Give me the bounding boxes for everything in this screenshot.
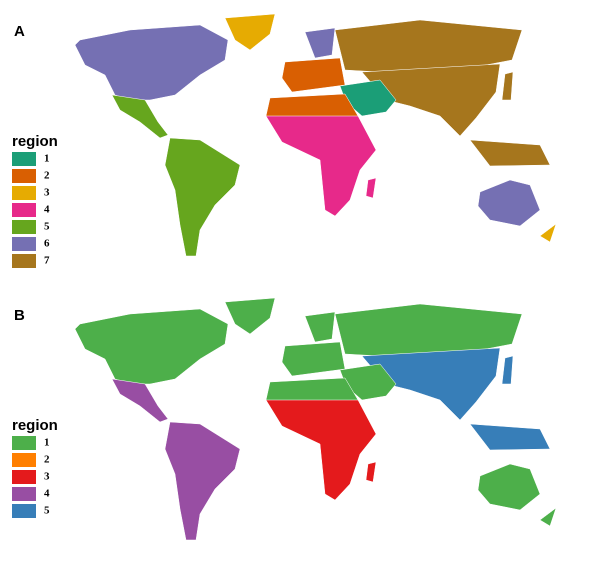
legend-swatch	[12, 152, 36, 166]
greenland	[224, 13, 276, 51]
legend-label: 2	[44, 170, 50, 182]
legend-label: 5	[44, 221, 50, 233]
scandinavia	[304, 311, 336, 343]
new-zealand	[539, 507, 557, 527]
legend-swatch	[12, 203, 36, 217]
sub-saharan-africa	[265, 115, 377, 217]
scandinavia	[304, 27, 336, 59]
madagascar	[365, 177, 377, 199]
legend-label: 3	[44, 471, 50, 483]
legend-label: 1	[44, 153, 50, 165]
legend-swatch	[12, 436, 36, 450]
legend-label: 1	[44, 437, 50, 449]
central-america	[111, 94, 169, 139]
legend-label: 2	[44, 454, 50, 466]
europe	[281, 57, 346, 93]
legend-label: 4	[44, 204, 50, 216]
madagascar	[365, 461, 377, 483]
legend-label: 6	[44, 238, 50, 250]
legend-title: region	[12, 133, 58, 150]
legend-label: 7	[44, 255, 50, 267]
legend-swatch	[12, 169, 36, 183]
se-asia-islands	[469, 423, 551, 451]
legend-swatch	[12, 470, 36, 484]
new-zealand	[539, 223, 557, 243]
greenland	[224, 297, 276, 335]
south-america	[164, 137, 241, 257]
legend-swatch	[12, 487, 36, 501]
se-asia-islands	[469, 139, 551, 167]
legend-swatch	[12, 504, 36, 518]
central-america	[111, 378, 169, 423]
legend-label: 4	[44, 488, 50, 500]
legend-label: 3	[44, 187, 50, 199]
panel-label: B	[14, 307, 25, 324]
australia	[477, 179, 541, 227]
north-america	[74, 308, 229, 385]
sub-saharan-africa	[265, 399, 377, 501]
south-america	[164, 421, 241, 541]
legend-swatch	[12, 453, 36, 467]
legend-swatch	[12, 237, 36, 251]
japan	[501, 71, 514, 101]
world-map	[74, 13, 557, 257]
legend-swatch	[12, 220, 36, 234]
legend-title: region	[12, 417, 58, 434]
legend-swatch	[12, 186, 36, 200]
north-america	[74, 24, 229, 101]
panel-label: A	[14, 23, 25, 40]
world-map	[74, 297, 557, 541]
japan	[501, 355, 514, 385]
legend-label: 5	[44, 505, 50, 517]
legend-swatch	[12, 254, 36, 268]
europe	[281, 341, 346, 377]
australia	[477, 463, 541, 511]
